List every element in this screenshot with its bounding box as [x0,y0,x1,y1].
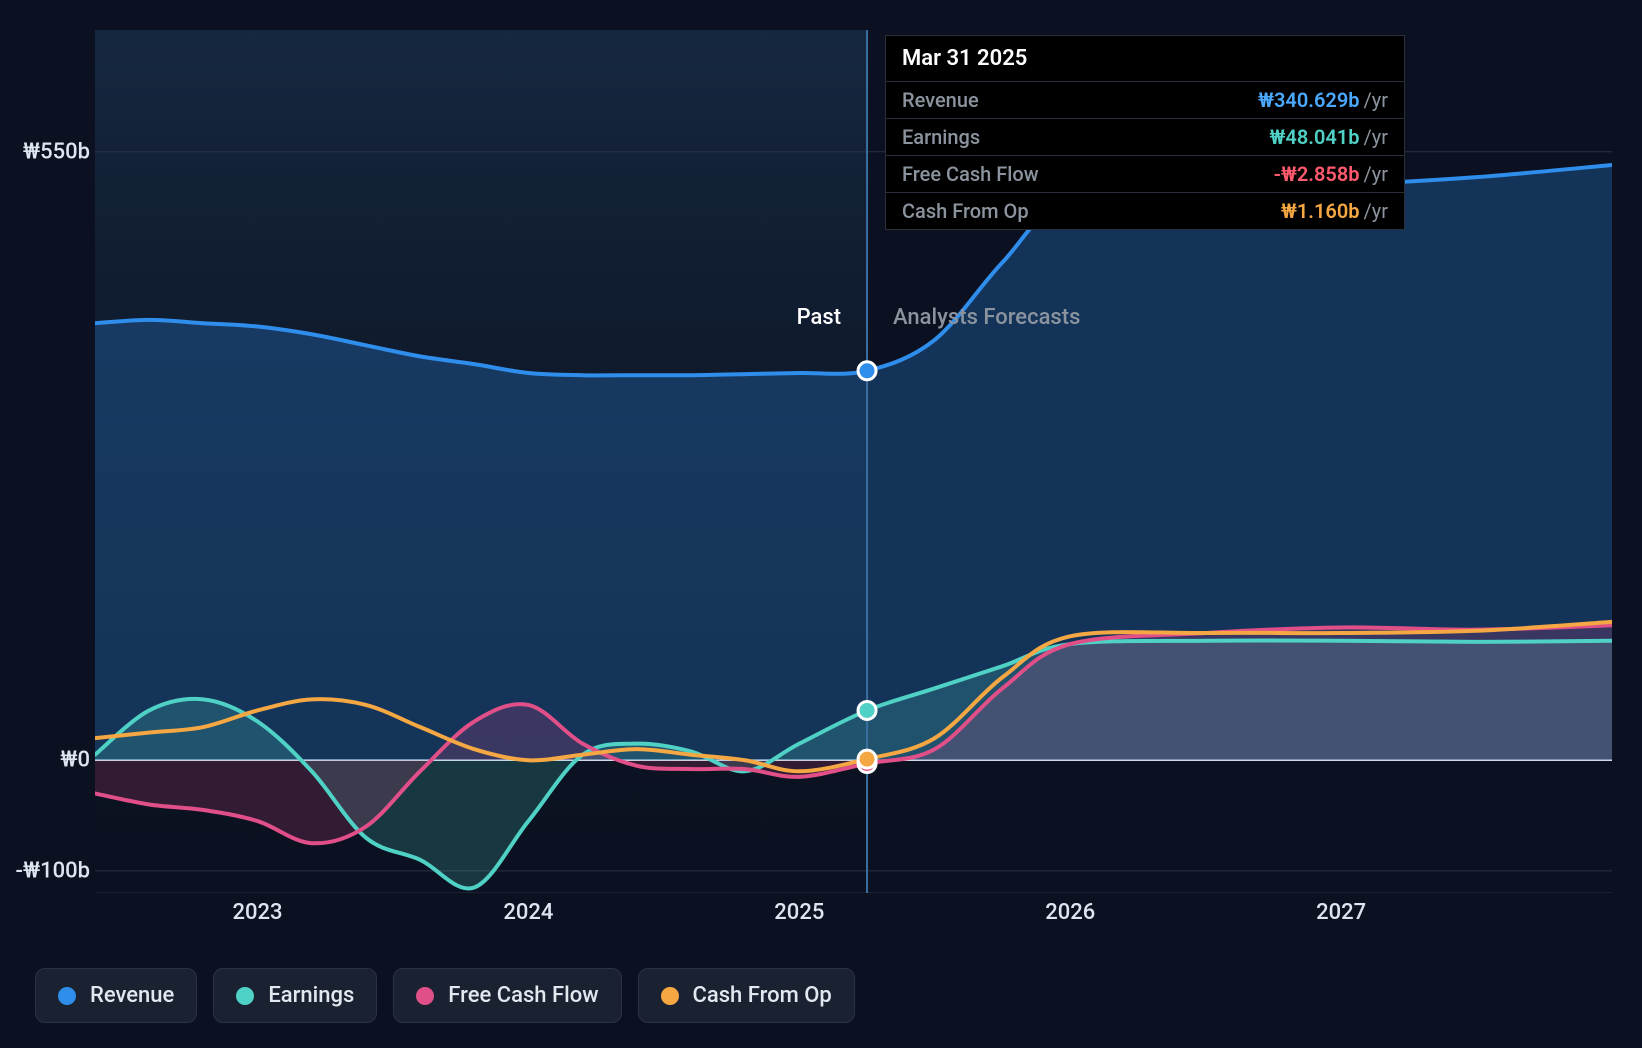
tooltip-row-suffix: /yr [1364,88,1389,112]
legend-item-revenue[interactable]: Revenue [35,968,197,1023]
x-tick-label: 2024 [503,900,553,925]
legend-item-cfo[interactable]: Cash From Op [638,968,855,1023]
x-tick-label: 2027 [1316,900,1366,925]
tooltip-row: Revenue ₩340.629b/yr [886,82,1404,119]
tooltip-row-suffix: /yr [1364,162,1389,186]
chart-tooltip: Mar 31 2025 Revenue ₩340.629b/yr Earnings ₩… [885,35,1405,230]
x-tick-label: 2025 [774,900,824,925]
section-label-forecast: Analysts Forecasts [893,305,1080,330]
legend-dot-icon [236,987,254,1005]
legend-item-earnings[interactable]: Earnings [213,968,377,1023]
tooltip-row-label: Revenue [902,88,979,112]
tooltip-row-value: ₩1.160b [1281,199,1360,223]
tooltip-row: Cash From Op ₩1.160b/yr [886,193,1404,229]
tooltip-row-suffix: /yr [1364,125,1389,149]
legend-dot-icon [661,987,679,1005]
tooltip-row-suffix: /yr [1364,199,1389,223]
financials-chart: -₩100b₩0₩550b 20232024202520262027 Past … [0,0,1642,1048]
tooltip-row-value: ₩340.629b [1258,88,1359,112]
x-tick-label: 2023 [233,900,283,925]
tooltip-row: Free Cash Flow -₩2.858b/yr [886,156,1404,193]
tooltip-row-value: -₩2.858b [1274,162,1360,186]
section-label-past: Past [797,305,841,330]
tooltip-row-label: Cash From Op [902,199,1029,223]
legend-item-label: Free Cash Flow [448,983,598,1008]
tooltip-row-value: ₩48.041b [1270,125,1360,149]
y-tick-label: ₩0 [60,748,90,773]
legend-item-label: Revenue [90,983,174,1008]
tooltip-row-label: Free Cash Flow [902,162,1039,186]
tooltip-title: Mar 31 2025 [886,36,1404,82]
legend-item-label: Earnings [268,983,354,1008]
legend-dot-icon [416,987,434,1005]
tooltip-row: Earnings ₩48.041b/yr [886,119,1404,156]
chart-legend: Revenue Earnings Free Cash Flow Cash From O… [35,968,855,1023]
legend-dot-icon [58,987,76,1005]
y-tick-label: ₩550b [23,139,90,164]
legend-item-fcf[interactable]: Free Cash Flow [393,968,621,1023]
tooltip-row-label: Earnings [902,125,980,149]
legend-item-label: Cash From Op [693,983,832,1008]
y-tick-label: -₩100b [16,858,91,883]
x-tick-label: 2026 [1045,900,1095,925]
